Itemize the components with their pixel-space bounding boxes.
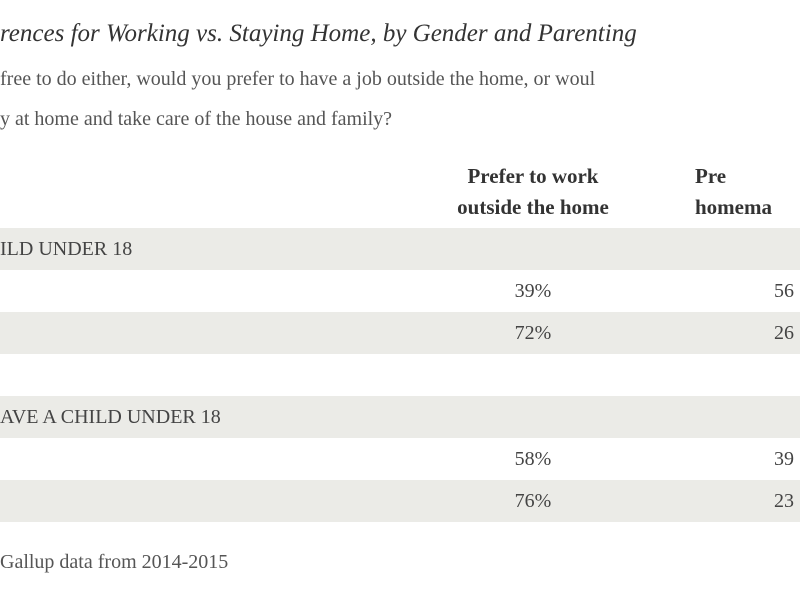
- cell: 56: [774, 280, 794, 302]
- column-header: Pre: [695, 164, 727, 188]
- row-label: AVE A CHILD UNDER 18: [0, 406, 221, 428]
- column-header: Prefer to work: [467, 164, 599, 188]
- title: rences for Working vs. Staying Home, by …: [0, 20, 637, 47]
- table-row: 76% 23: [0, 480, 800, 522]
- column-header: outside the home: [457, 195, 609, 219]
- footer-note: Gallup data from 2014-2015: [0, 551, 229, 573]
- table-row: ILD UNDER 18: [0, 228, 800, 270]
- subtitle-line: free to do either, would you prefer to h…: [0, 68, 596, 90]
- table-row: AVE A CHILD UNDER 18: [0, 396, 800, 438]
- cell: 72%: [514, 322, 552, 344]
- cell: 39%: [514, 280, 552, 302]
- table-row: 58% 39: [0, 438, 800, 480]
- cell: 76%: [514, 490, 552, 512]
- cell: 23: [774, 490, 794, 512]
- table-row: 72% 26: [0, 312, 800, 354]
- cell: 58%: [514, 448, 552, 470]
- table-row: [0, 354, 800, 396]
- subtitle-line: y at home and take care of the house and…: [0, 108, 393, 130]
- cell: 26: [774, 322, 794, 344]
- column-header: homema: [695, 195, 772, 219]
- row-label: ILD UNDER 18: [0, 238, 133, 260]
- table-row: 39% 56: [0, 270, 800, 312]
- cell: 39: [774, 448, 794, 470]
